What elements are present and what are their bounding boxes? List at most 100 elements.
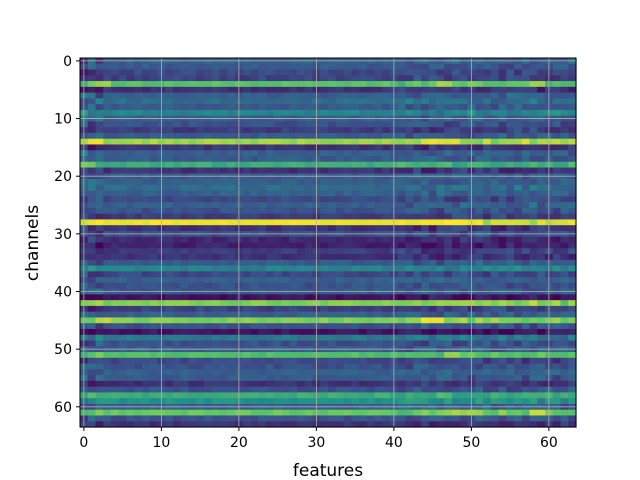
heatmap-cell <box>366 409 376 417</box>
heatmap-cell <box>560 121 569 128</box>
heatmap-cell <box>281 196 290 203</box>
heatmap-cell <box>320 127 329 134</box>
heatmap-cell <box>397 196 407 203</box>
heatmap-cell <box>304 190 314 197</box>
heatmap-cell <box>521 415 531 422</box>
heatmap-cell <box>514 357 523 365</box>
heatmap-cell <box>273 144 283 151</box>
heatmap-cell <box>521 207 531 215</box>
heatmap-cell <box>289 236 298 244</box>
heatmap-cell <box>281 386 290 394</box>
heatmap-cell <box>173 190 182 197</box>
heatmap-cell <box>134 259 143 267</box>
heatmap-cell <box>413 98 422 105</box>
heatmap-cell <box>111 75 120 82</box>
heatmap-cell <box>87 415 97 422</box>
heatmap-cell <box>521 121 531 128</box>
heatmap-cell <box>359 415 368 422</box>
heatmap-cell <box>149 161 159 169</box>
heatmap-cell <box>506 421 515 428</box>
heatmap-cell <box>335 190 345 197</box>
heatmap-cell <box>568 248 577 255</box>
heatmap-cell <box>111 202 120 209</box>
heatmap-cell <box>297 305 306 313</box>
heatmap-cell <box>444 242 453 249</box>
heatmap-cell <box>552 156 562 163</box>
heatmap-cell <box>134 386 143 394</box>
heatmap-cell <box>537 340 546 347</box>
heatmap-cell <box>421 386 430 394</box>
heatmap-cell <box>568 144 577 151</box>
heatmap-cell <box>444 92 453 99</box>
heatmap-cell <box>196 86 205 94</box>
heatmap-cell <box>506 144 515 151</box>
heatmap-cell <box>281 144 290 151</box>
heatmap-cell <box>266 386 275 394</box>
heatmap-cell <box>289 69 298 76</box>
heatmap-cell <box>242 69 252 76</box>
heatmap-cell <box>374 184 383 192</box>
heatmap-cell <box>475 75 484 82</box>
heatmap-cell <box>444 86 453 94</box>
heatmap-cell <box>273 392 283 399</box>
heatmap-cell <box>428 219 438 226</box>
heatmap-cell <box>436 207 445 215</box>
heatmap-cell <box>227 415 236 422</box>
heatmap-cell <box>204 127 213 134</box>
heatmap-cell <box>421 121 430 128</box>
heatmap-cell <box>537 167 546 174</box>
heatmap-cell <box>165 167 174 174</box>
heatmap-cell <box>188 242 197 249</box>
heatmap-cell <box>134 92 143 99</box>
heatmap-cell <box>258 207 267 215</box>
heatmap-cell <box>188 323 197 330</box>
heatmap-cell <box>258 167 267 174</box>
heatmap-cell <box>304 150 314 157</box>
heatmap-cell <box>521 328 531 336</box>
heatmap-cell <box>227 104 236 111</box>
heatmap-cell <box>180 98 190 105</box>
heatmap-cell <box>266 92 275 99</box>
heatmap-cell <box>204 150 213 157</box>
heatmap-cell <box>211 271 221 278</box>
heatmap-cell <box>552 305 562 313</box>
heatmap-cell <box>343 392 352 399</box>
heatmap-cell <box>459 259 469 267</box>
heatmap-cell <box>529 104 538 111</box>
heatmap-cell <box>258 311 267 319</box>
heatmap-cell <box>196 242 205 249</box>
heatmap-cell <box>242 225 252 232</box>
heatmap-cell <box>498 144 507 151</box>
heatmap-cell <box>351 109 360 117</box>
heatmap-cell <box>382 69 391 76</box>
heatmap-cell <box>297 277 306 284</box>
heatmap-cell <box>359 328 368 336</box>
heatmap-cell <box>351 317 360 324</box>
heatmap-cell <box>211 150 221 157</box>
heatmap-cell <box>452 190 461 197</box>
heatmap-cell <box>552 357 562 365</box>
heatmap-cell <box>196 375 205 382</box>
heatmap-cell <box>103 398 112 405</box>
heatmap-cell <box>374 363 383 370</box>
heatmap-cell <box>405 121 414 128</box>
heatmap-cell <box>297 242 306 249</box>
heatmap-cell <box>266 236 275 244</box>
heatmap-cell <box>103 219 112 226</box>
heatmap-cell <box>537 271 546 278</box>
heatmap-cell <box>359 369 368 376</box>
heatmap-cell <box>483 352 492 359</box>
heatmap-cell <box>405 334 414 342</box>
heatmap-cell <box>335 409 345 417</box>
heatmap-cell <box>281 265 290 272</box>
heatmap-cell <box>87 104 97 111</box>
heatmap-cell <box>297 363 306 370</box>
heatmap-cell <box>118 92 128 99</box>
heatmap-cell <box>514 104 523 111</box>
heatmap-cell <box>173 127 182 134</box>
heatmap-cell <box>304 409 314 417</box>
heatmap-cell <box>498 167 507 174</box>
heatmap-cell <box>444 161 453 169</box>
heatmap-cell <box>165 225 174 232</box>
heatmap-cell <box>258 300 267 307</box>
